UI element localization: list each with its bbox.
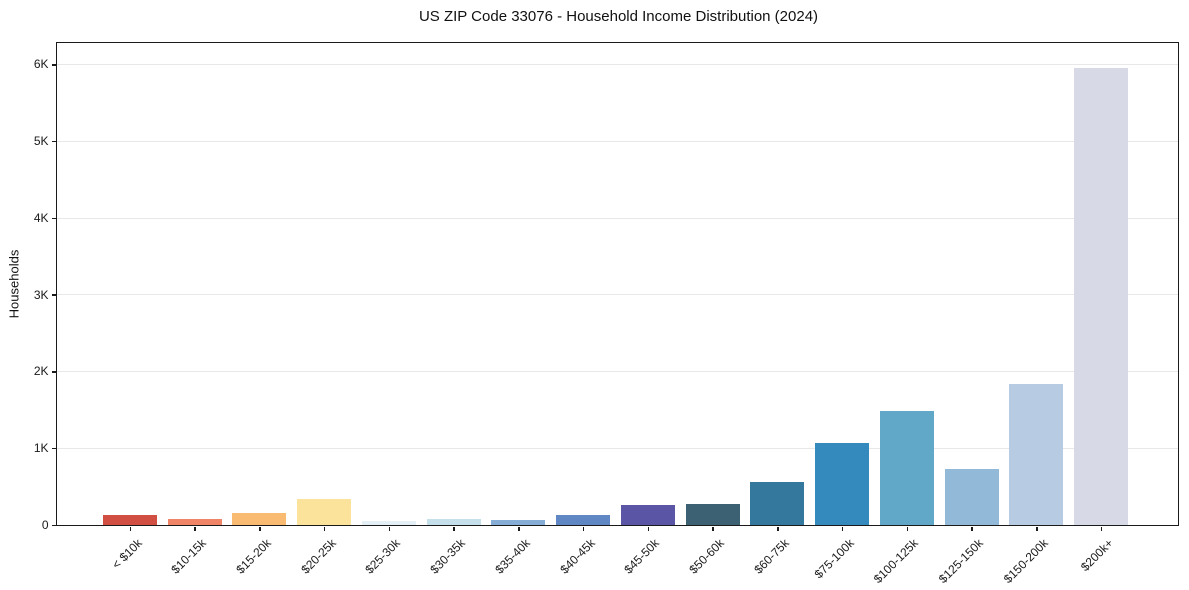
y-tick-mark [52,140,56,143]
x-tick-mark [1036,527,1038,531]
bar [361,520,416,525]
x-tick-mark [518,527,520,531]
x-tick-label: $45-50k [621,535,663,577]
gridline [57,447,1178,449]
x-tick-mark [712,527,714,531]
bar [685,504,740,525]
x-tick-label: $60-75k [751,535,792,577]
gridline [57,294,1178,296]
bar [426,519,481,525]
x-tick-mark [259,527,261,531]
x-tick-mark [906,527,909,531]
bar [556,514,611,525]
x-tick-mark [194,527,196,531]
y-tick-label: 5K [33,134,49,149]
gridline [57,371,1178,372]
chart-title: US ZIP Code 33076 - Household Income Dis… [418,8,819,25]
bar [232,512,287,525]
x-tick-label: $50-60k [686,535,727,577]
y-tick-mark [52,524,56,527]
bar [297,498,352,525]
x-tick-label: $100-125k [871,535,922,586]
y-tick-label: 6K [33,57,49,72]
y-tick-mark [52,371,56,373]
x-tick-label: < $10k [108,535,145,572]
y-tick-label: 2K [33,364,49,379]
x-tick-mark [971,527,973,531]
y-tick-label: 1K [33,441,49,456]
x-tick-label: $15-20k [233,535,274,577]
x-tick-mark [388,527,391,531]
x-tick-label: $125-150k [935,535,986,586]
y-axis-label: Households [6,249,22,319]
x-tick-label: $200k+ [1077,535,1116,574]
x-tick-mark [453,527,455,531]
x-tick-label: $25-30k [362,535,404,577]
x-tick-label: $10-15k [168,535,210,577]
x-tick-mark [582,527,585,531]
x-tick-mark [841,527,844,531]
x-tick-label: $75-100k [811,535,857,581]
x-tick-mark [129,527,132,531]
x-tick-mark [323,527,326,531]
bar [620,504,675,525]
x-tick-mark [777,527,779,531]
plot-area [56,42,1179,526]
x-tick-label: $40-45k [556,535,598,577]
bar [879,411,934,525]
y-tick-label: 0 [41,518,49,532]
x-tick-label: $150-200k [1000,535,1051,586]
y-tick-mark [52,294,56,296]
bar [1074,67,1128,525]
gridline [57,64,1178,65]
y-tick-label: 3K [33,287,49,302]
y-tick-mark [52,447,56,450]
bar [1009,383,1064,525]
bar [944,468,999,525]
gridline [57,140,1178,142]
bar [750,482,805,525]
y-tick-mark [52,217,56,220]
bar [815,442,870,525]
bar [491,519,546,525]
y-tick-mark [52,64,56,66]
x-tick-label: $30-35k [427,535,469,577]
bar [103,515,157,525]
gridline [57,217,1178,219]
x-tick-mark [1100,527,1103,531]
bar [167,519,222,525]
x-tick-label: $20-25k [298,535,339,577]
y-tick-label: 4K [33,210,49,225]
x-tick-mark [647,527,650,531]
x-tick-label: $35-40k [492,535,533,577]
